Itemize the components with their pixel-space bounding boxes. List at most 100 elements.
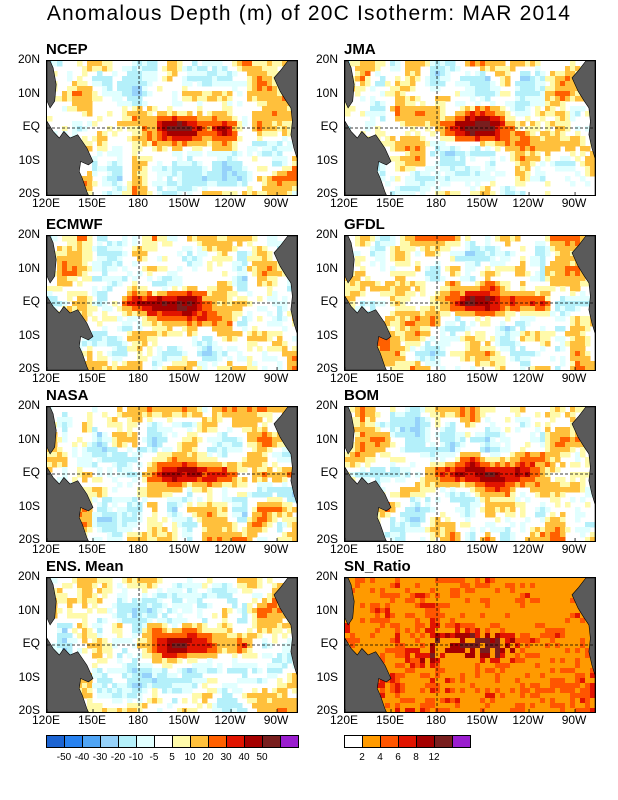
heatmap-cell bbox=[505, 346, 511, 352]
heatmap-cell bbox=[192, 336, 198, 342]
heatmap-cell bbox=[410, 422, 416, 428]
heatmap-cell bbox=[415, 146, 421, 152]
heatmap-cell bbox=[107, 452, 113, 458]
heatmap-cell bbox=[400, 166, 406, 172]
heatmap-cell bbox=[87, 422, 93, 428]
heatmap-cell bbox=[540, 326, 546, 332]
heatmap-cell bbox=[147, 131, 153, 137]
heatmap-cell bbox=[182, 482, 188, 488]
heatmap-cell bbox=[232, 407, 238, 413]
heatmap-cell bbox=[485, 161, 491, 167]
heatmap-cell bbox=[132, 86, 138, 92]
heatmap-cell bbox=[560, 71, 566, 77]
heatmap-cell bbox=[410, 437, 416, 443]
heatmap-cell bbox=[540, 116, 546, 122]
heatmap-cell bbox=[360, 281, 366, 287]
heatmap-cell bbox=[87, 301, 93, 307]
heatmap-cell bbox=[560, 336, 566, 342]
heatmap-cell bbox=[515, 111, 521, 117]
heatmap-cell bbox=[147, 306, 153, 312]
heatmap-cell bbox=[177, 467, 183, 473]
heatmap-cell bbox=[212, 121, 218, 127]
heatmap-cell bbox=[570, 331, 576, 337]
heatmap-cell bbox=[395, 166, 401, 172]
heatmap-cell bbox=[167, 186, 173, 192]
heatmap-cell bbox=[435, 96, 441, 102]
heatmap-cell bbox=[107, 472, 113, 478]
heatmap-cell bbox=[360, 86, 366, 92]
heatmap-cell bbox=[272, 181, 278, 187]
heatmap-cell bbox=[232, 166, 238, 172]
heatmap-cell bbox=[540, 246, 546, 252]
lon-tick-label: 150W bbox=[466, 542, 498, 556]
heatmap-cell bbox=[390, 432, 396, 438]
heatmap-cell bbox=[515, 171, 521, 177]
heatmap-cell bbox=[570, 442, 576, 448]
heatmap-cell bbox=[540, 276, 546, 282]
heatmap-cell bbox=[62, 457, 68, 463]
heatmap-cell bbox=[555, 76, 561, 82]
lon-tick-label: 120W bbox=[214, 371, 246, 385]
heatmap-cell bbox=[182, 517, 188, 523]
heatmap-cell bbox=[430, 266, 436, 272]
heatmap-cell bbox=[495, 121, 501, 127]
heatmap-cell bbox=[500, 111, 506, 117]
lon-tick-label: 180 bbox=[128, 371, 149, 385]
heatmap-cell bbox=[237, 81, 243, 87]
heatmap-cell bbox=[127, 101, 133, 107]
heatmap-cell bbox=[227, 366, 233, 370]
heatmap-cell bbox=[212, 527, 218, 533]
heatmap-cell bbox=[570, 246, 576, 252]
heatmap-cell bbox=[410, 442, 416, 448]
heatmap-cell bbox=[570, 266, 576, 272]
heatmap-cell bbox=[282, 512, 288, 518]
heatmap-cell bbox=[355, 447, 361, 453]
heatmap-cell bbox=[390, 296, 396, 302]
heatmap-cell bbox=[202, 116, 208, 122]
heatmap-cell bbox=[267, 96, 273, 102]
heatmap-cell bbox=[425, 276, 431, 282]
heatmap-cell bbox=[172, 281, 178, 287]
heatmap-cell bbox=[435, 81, 441, 87]
heatmap-cell bbox=[510, 116, 516, 122]
heatmap-cell bbox=[247, 366, 253, 370]
heatmap-cell bbox=[152, 487, 158, 493]
heatmap-cell bbox=[192, 447, 198, 453]
heatmap-cell bbox=[132, 161, 138, 167]
lat-tick-label: 20S bbox=[316, 532, 338, 546]
heatmap-cell bbox=[242, 427, 248, 433]
heatmap-cell bbox=[415, 412, 421, 418]
heatmap-cell bbox=[207, 141, 213, 147]
heatmap-cell bbox=[430, 306, 436, 312]
heatmap-cell bbox=[217, 281, 223, 287]
heatmap-cell bbox=[440, 437, 446, 443]
heatmap-cell bbox=[122, 462, 128, 468]
heatmap-cell bbox=[137, 306, 143, 312]
heatmap-cell bbox=[197, 497, 203, 503]
heatmap-cell bbox=[420, 241, 426, 247]
heatmap-cell bbox=[540, 432, 546, 438]
heatmap-cell bbox=[575, 136, 581, 142]
heatmap-cell bbox=[57, 256, 63, 262]
heatmap-cell bbox=[445, 161, 451, 167]
heatmap-cell bbox=[227, 116, 233, 122]
heatmap-cell bbox=[217, 61, 223, 67]
heatmap-cell bbox=[52, 71, 58, 77]
heatmap-cell bbox=[570, 366, 576, 370]
lon-tick-label: 90W bbox=[263, 371, 289, 385]
heatmap-cell bbox=[167, 331, 173, 337]
heatmap-cell bbox=[282, 351, 288, 357]
heatmap-cell bbox=[365, 442, 371, 448]
heatmap-cell bbox=[187, 236, 193, 242]
heatmap-cell bbox=[167, 106, 173, 112]
heatmap-cell bbox=[445, 437, 451, 443]
heatmap-cell bbox=[172, 407, 178, 413]
heatmap-cell bbox=[137, 452, 143, 458]
heatmap-cell bbox=[97, 116, 103, 122]
heatmap-cell bbox=[202, 251, 208, 257]
heatmap-cell bbox=[132, 66, 138, 72]
heatmap-cell bbox=[435, 351, 441, 357]
heatmap-cell bbox=[575, 66, 581, 72]
heatmap-cell bbox=[72, 266, 78, 272]
heatmap-cell bbox=[87, 512, 93, 518]
